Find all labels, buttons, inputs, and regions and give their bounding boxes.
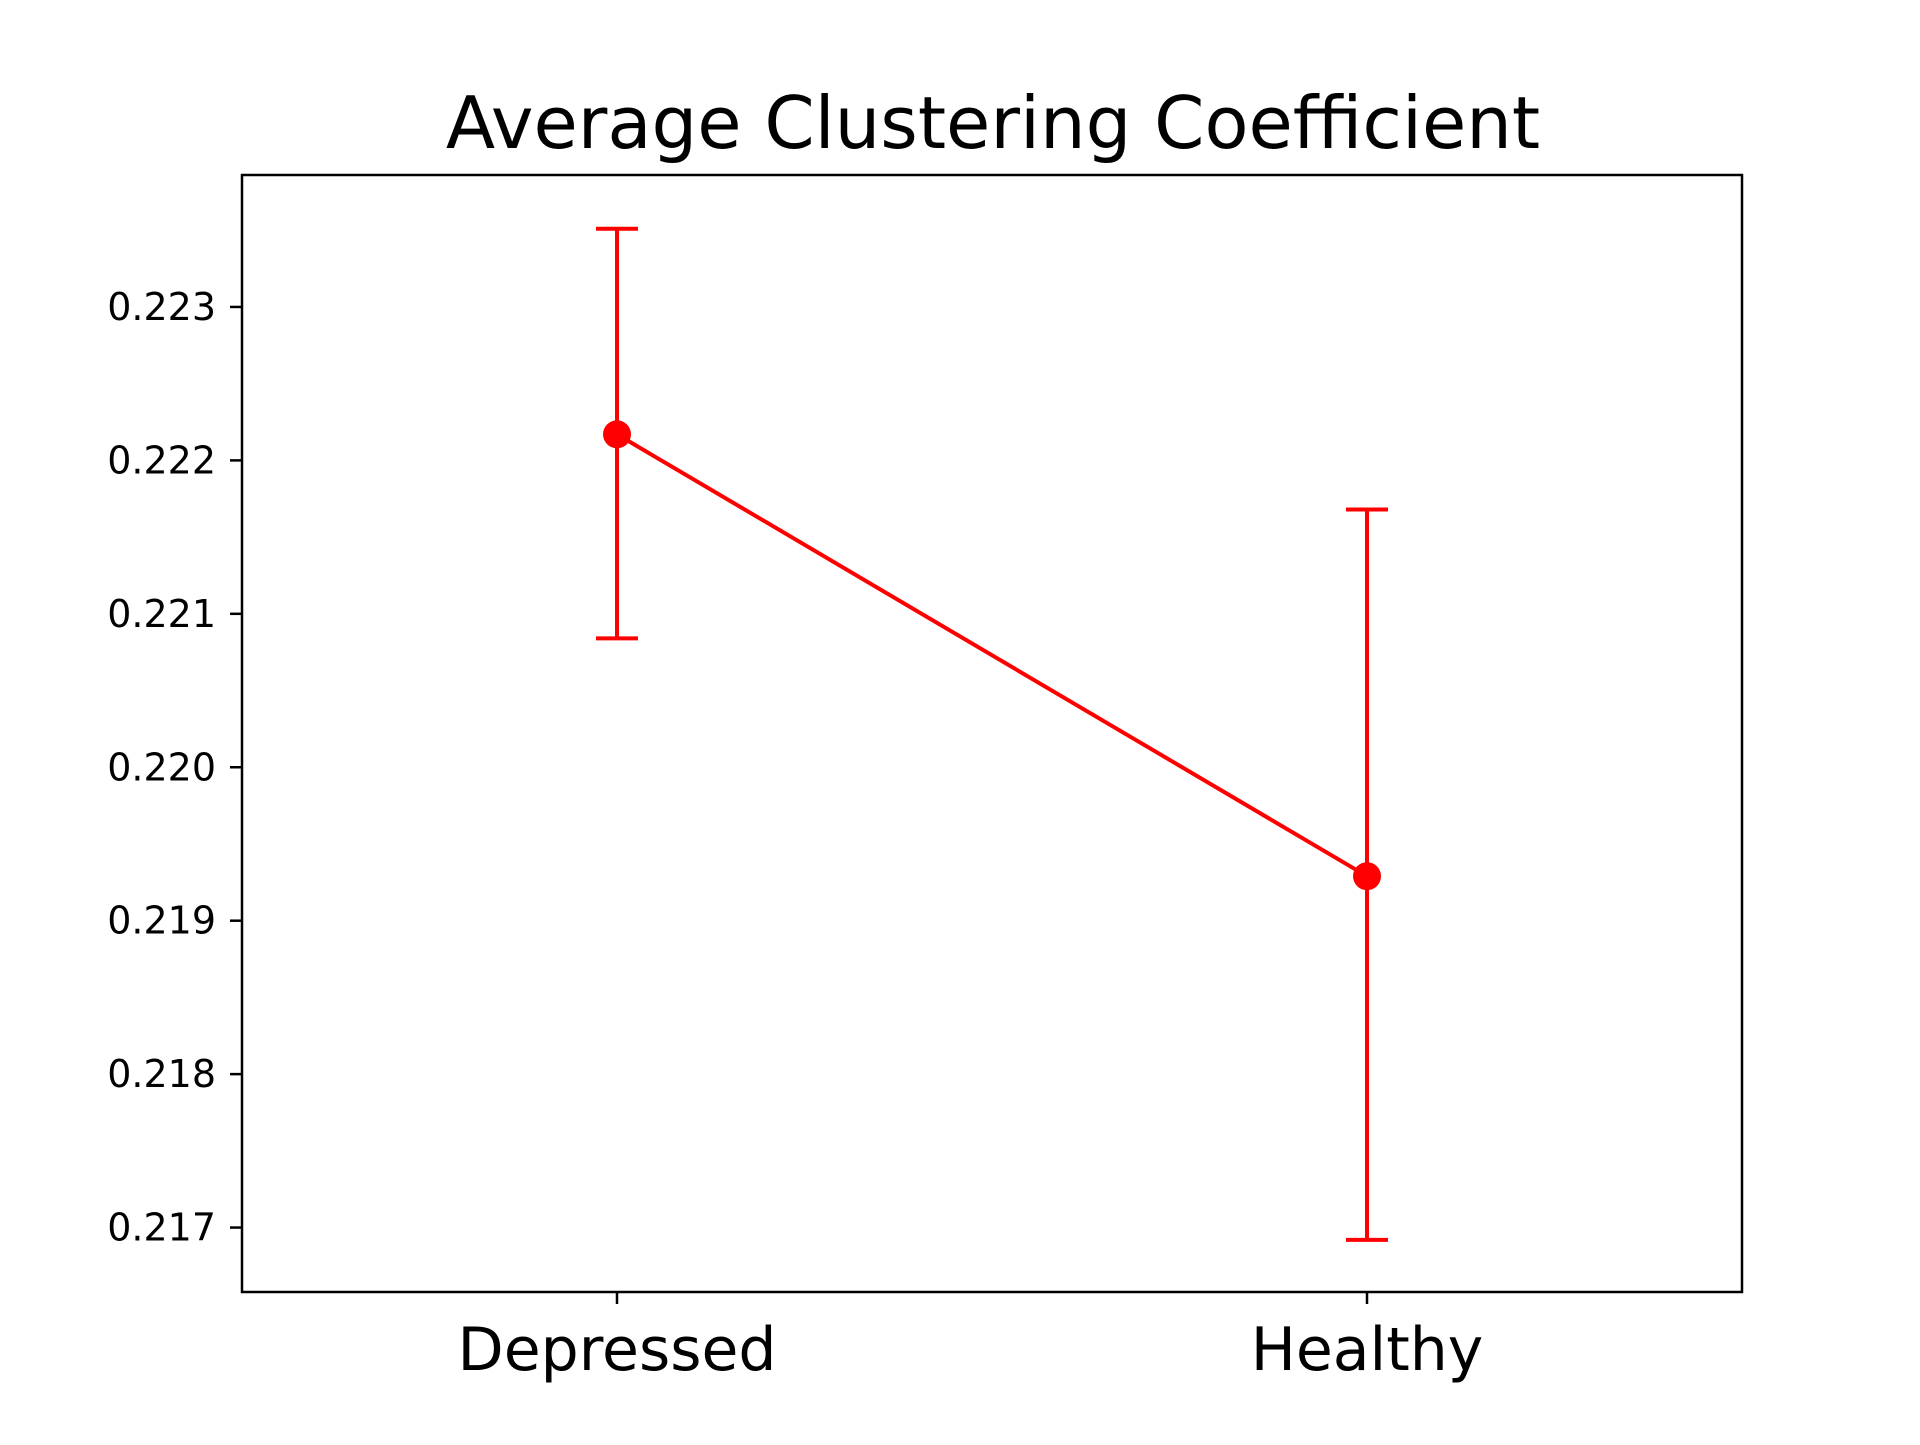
data-point <box>1353 862 1381 891</box>
data-point <box>603 420 631 449</box>
x-tick-label: Depressed <box>458 1315 777 1385</box>
y-tick-label: 0.223 <box>107 285 216 329</box>
plot-area: 0.217 0.218 0.219 0.220 0.221 0.222 0.223 Depre… <box>107 173 1744 1385</box>
x-tick-label: Healthy <box>1251 1315 1484 1385</box>
y-tick-label: 0.221 <box>107 592 216 636</box>
series-line <box>615 432 1369 878</box>
y-tick-label: 0.222 <box>107 438 216 482</box>
y-tick-label: 0.217 <box>107 1206 216 1250</box>
y-tick-label: 0.218 <box>107 1052 216 1096</box>
y-tick-label: 0.219 <box>107 899 216 943</box>
plot-frame <box>240 173 1744 1294</box>
chart-title: Average Clustering Coefficient <box>446 81 1540 165</box>
y-tick-label: 0.220 <box>107 745 216 789</box>
